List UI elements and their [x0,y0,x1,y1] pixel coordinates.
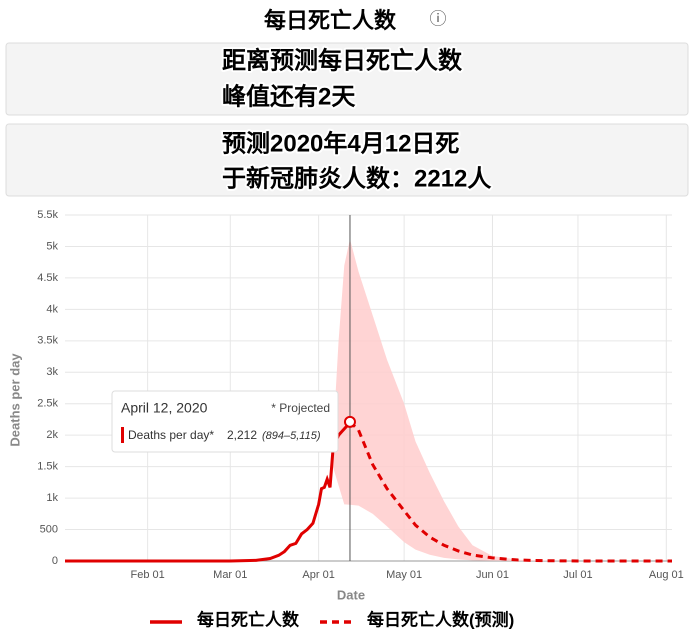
y-tick-label: 3k [46,366,58,378]
plot [65,215,672,563]
x-tick-label: Apr 01 [302,569,334,581]
x-tick-label: Mar 01 [213,569,247,581]
box-text: 峰值还有2天 [222,82,355,110]
y-tick-label: 2k [46,429,58,441]
tooltip-series: Deaths per day* [128,428,214,442]
box-text: 于新冠肺炎人数：2212人 [222,164,491,192]
tooltip-date: April 12, 2020 [121,400,208,416]
y-tick-label: 4k [46,303,58,315]
x-tick-label: Jun 01 [476,569,509,581]
info-icon[interactable]: ⓘ [430,9,447,28]
y-tick-label: 1k [46,492,58,504]
y-tick-label: 4.5k [37,272,58,284]
hover-point [343,415,356,428]
y-tick-label: 2.5k [37,398,58,410]
series-line [348,420,672,563]
y-axis-title: Deaths per day [7,353,22,447]
legend: 每日死亡人数 每日死亡人数(预测) [150,607,516,631]
y-tick-label: 0 [52,555,58,567]
tooltip-value: 2,212 [227,428,257,442]
y-tick-label: 3.5k [37,335,58,347]
x-tick-label: Aug 01 [649,569,684,581]
y-tick-label: 500 [40,523,58,535]
y-tick-label: 5.5k [37,209,58,221]
summary-box [5,42,689,116]
legend-label: 每日死亡人数 [197,609,300,629]
title: 每日死亡人数 [264,8,397,33]
summary-box [5,123,689,197]
box-text: 预测2020年4月12日死 [222,129,459,157]
legend-label: 每日死亡人数(预测) [367,609,514,629]
x-tick-label: May 01 [386,569,422,581]
tooltip-range: (894–5,115) [262,430,321,442]
tooltip-swatch [121,427,124,443]
y-tick-label: 5k [46,240,58,252]
confidence-band [332,239,672,561]
tooltip-note: * Projected [271,401,330,415]
tooltip-box [111,390,339,453]
tooltip: April 12, 2020 * Projected Deaths per da… [111,390,339,453]
x-tick-label: Jul 01 [563,569,592,581]
x-axis-title: Date [337,587,365,602]
box-text: 距离预测每日死亡人数 [222,46,463,74]
x-tick-label: Feb 01 [131,569,165,581]
grid: 0 500 1k 1.5k 2k 2.5k 3k 3.5k 4k 4.5k 5k 5.5k Feb 01… [37,209,684,581]
y-tick-label: 1.5k [37,461,58,473]
